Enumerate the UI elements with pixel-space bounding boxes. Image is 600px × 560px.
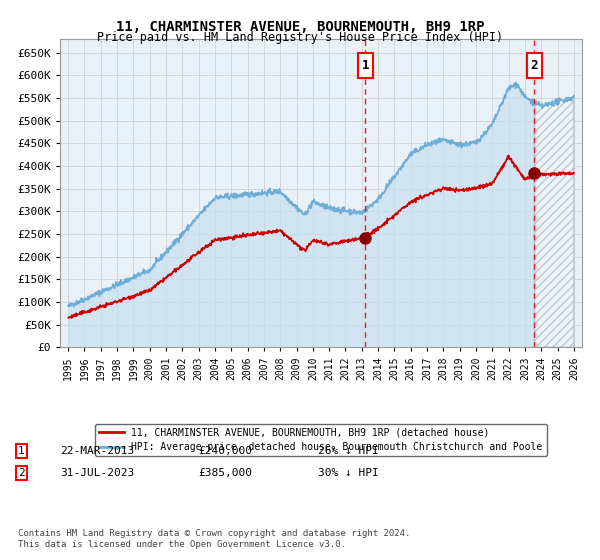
Text: £385,000: £385,000 xyxy=(198,468,252,478)
Text: 26% ↓ HPI: 26% ↓ HPI xyxy=(318,446,379,456)
FancyBboxPatch shape xyxy=(527,53,542,78)
Legend: 11, CHARMINSTER AVENUE, BOURNEMOUTH, BH9 1RP (detached house), HPI: Average pric: 11, CHARMINSTER AVENUE, BOURNEMOUTH, BH9… xyxy=(95,424,547,456)
Text: 31-JUL-2023: 31-JUL-2023 xyxy=(60,468,134,478)
Text: 1: 1 xyxy=(18,446,25,456)
Text: 2: 2 xyxy=(530,59,538,72)
Text: Contains HM Land Registry data © Crown copyright and database right 2024.
This d: Contains HM Land Registry data © Crown c… xyxy=(18,529,410,549)
Text: 1: 1 xyxy=(362,59,369,72)
Text: 2: 2 xyxy=(18,468,25,478)
Text: 30% ↓ HPI: 30% ↓ HPI xyxy=(318,468,379,478)
FancyBboxPatch shape xyxy=(358,53,373,78)
Text: 11, CHARMINSTER AVENUE, BOURNEMOUTH, BH9 1RP: 11, CHARMINSTER AVENUE, BOURNEMOUTH, BH9… xyxy=(116,20,484,34)
Text: Price paid vs. HM Land Registry's House Price Index (HPI): Price paid vs. HM Land Registry's House … xyxy=(97,31,503,44)
Text: 22-MAR-2013: 22-MAR-2013 xyxy=(60,446,134,456)
Text: £240,000: £240,000 xyxy=(198,446,252,456)
